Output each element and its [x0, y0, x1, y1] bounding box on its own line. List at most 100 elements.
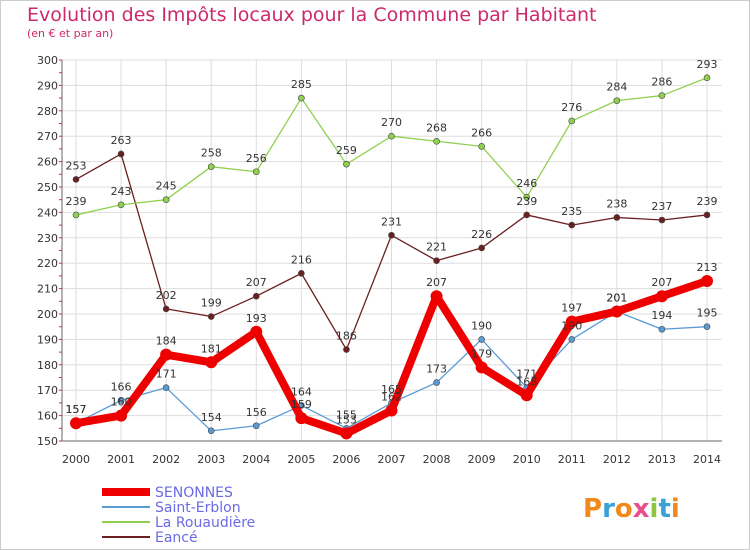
data-point [162, 196, 170, 203]
data-point [520, 389, 533, 402]
data-point [430, 290, 443, 303]
data-label: 160 [111, 396, 132, 409]
data-point [343, 160, 350, 168]
data-label: 168 [516, 375, 537, 388]
data-label: 207 [426, 276, 447, 289]
data-label: 190 [471, 319, 492, 332]
svg-text:Proxiti: Proxiti [583, 494, 680, 524]
data-point [72, 211, 80, 219]
y-tick-label: 180 [37, 359, 58, 372]
y-tick-label: 210 [37, 283, 58, 296]
proxiti-logo: Proxiti [583, 494, 680, 524]
y-tick-label: 280 [37, 105, 58, 118]
data-label: 201 [606, 291, 627, 304]
data-point [613, 214, 621, 221]
data-point [478, 244, 485, 252]
data-label: 284 [606, 81, 627, 94]
x-tick-label: 2009 [468, 453, 496, 466]
data-point [703, 323, 711, 331]
data-label: 156 [246, 406, 267, 419]
y-tick-label: 260 [37, 156, 58, 169]
data-label: 253 [66, 159, 87, 172]
data-label: 231 [381, 215, 402, 228]
data-point [205, 356, 218, 369]
x-tick-label: 2010 [513, 453, 541, 466]
data-point [523, 193, 531, 201]
y-tick-label: 200 [37, 308, 58, 321]
data-point [160, 348, 173, 361]
data-label: 164 [291, 385, 312, 398]
data-point [385, 404, 398, 417]
data-point [613, 97, 621, 104]
data-label: 171 [516, 368, 537, 381]
data-point [298, 270, 305, 277]
data-label: 268 [426, 121, 447, 134]
x-tick-label: 2000 [62, 453, 90, 466]
data-label: 154 [201, 411, 222, 424]
data-label: 195 [697, 307, 718, 320]
data-label: 201 [606, 291, 627, 304]
y-tick-label: 300 [37, 54, 58, 67]
data-label: 155 [336, 408, 357, 421]
data-label: 226 [471, 228, 492, 241]
data-point [388, 231, 395, 239]
data-label: 157 [66, 403, 87, 416]
legend-label: La Rouaudière [155, 515, 255, 531]
data-point [207, 163, 215, 170]
data-point [295, 412, 308, 425]
x-tick-label: 2007 [378, 453, 406, 466]
data-label: 245 [156, 180, 177, 193]
data-point [701, 274, 713, 287]
x-tick-label: 2004 [242, 453, 270, 466]
data-label: 263 [111, 134, 132, 147]
data-label: 186 [336, 330, 357, 343]
data-point [568, 336, 576, 343]
data-label: 202 [156, 289, 177, 302]
data-label: 258 [201, 147, 222, 160]
legend-label: Eancé [155, 530, 198, 546]
data-label: 165 [381, 383, 402, 396]
y-tick-label: 220 [37, 257, 58, 270]
data-point [343, 346, 350, 353]
data-label: 181 [201, 342, 222, 355]
data-point [340, 427, 353, 440]
data-point [568, 221, 576, 229]
data-label: 173 [426, 363, 447, 376]
data-label: 216 [291, 253, 312, 266]
x-tick-label: 2005 [287, 453, 315, 466]
data-label: 246 [516, 177, 537, 190]
data-point [703, 74, 711, 82]
data-point [207, 313, 215, 320]
data-label: 207 [246, 276, 267, 289]
data-label: 239 [697, 195, 718, 208]
y-tick-label: 270 [37, 130, 58, 143]
data-label: 259 [336, 144, 357, 157]
data-label: 157 [66, 403, 87, 416]
data-label: 162 [381, 391, 402, 404]
data-point [433, 379, 440, 386]
data-label: 213 [697, 261, 718, 274]
x-tick-label: 2008 [423, 453, 451, 466]
legend-label: SENONNES [155, 485, 233, 501]
y-tick-label: 160 [37, 410, 58, 423]
data-label: 293 [697, 58, 718, 71]
data-label: 199 [201, 297, 222, 310]
data-point [655, 290, 668, 303]
data-label: 184 [156, 335, 177, 348]
data-label: 153 [336, 413, 357, 426]
x-tick-label: 2013 [648, 453, 676, 466]
data-point [658, 92, 666, 99]
data-point [433, 137, 440, 145]
data-label: 166 [111, 380, 132, 393]
x-tick-label: 2014 [693, 453, 721, 466]
data-point [388, 132, 395, 140]
data-label: 190 [561, 319, 582, 332]
data-point [523, 211, 531, 219]
data-point [610, 305, 623, 318]
x-tick-label: 2001 [107, 453, 135, 466]
y-tick-label: 290 [37, 79, 58, 92]
data-label: 171 [156, 368, 177, 381]
data-point [207, 427, 215, 435]
data-point [115, 409, 128, 422]
